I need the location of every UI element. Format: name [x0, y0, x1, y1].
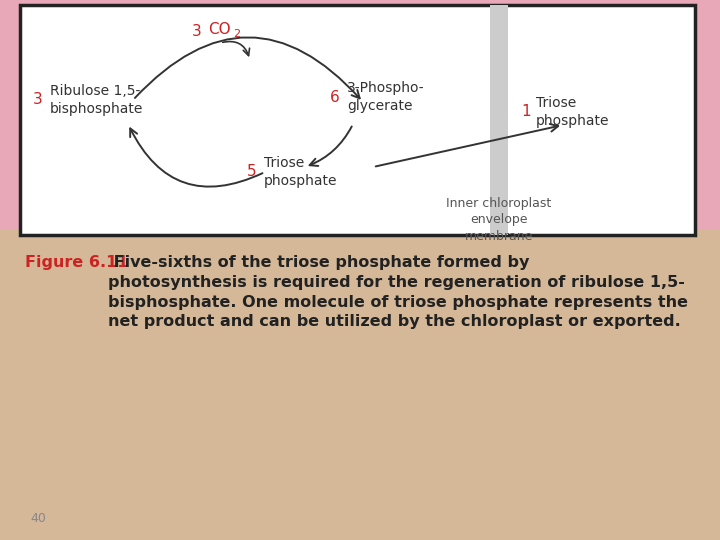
- Text: Triose
phosphate: Triose phosphate: [264, 156, 338, 188]
- Text: Five-sixths of the triose phosphate formed by
photosynthesis is required for the: Five-sixths of the triose phosphate form…: [108, 255, 688, 329]
- FancyArrowPatch shape: [376, 124, 558, 166]
- Text: 2: 2: [233, 29, 240, 39]
- Text: Triose
phosphate: Triose phosphate: [536, 96, 610, 128]
- Bar: [0, 0, 720, 230]
- Text: 3: 3: [192, 24, 202, 39]
- Text: Figure 6.11: Figure 6.11: [25, 255, 128, 270]
- Text: 40: 40: [30, 512, 46, 525]
- FancyArrowPatch shape: [135, 37, 360, 98]
- Text: Inner chloroplast
envelope
membrane: Inner chloroplast envelope membrane: [446, 197, 552, 244]
- FancyArrowPatch shape: [222, 42, 250, 56]
- Text: 5: 5: [247, 165, 256, 179]
- Bar: [0, 230, 720, 540]
- FancyArrowPatch shape: [130, 129, 263, 187]
- Text: CO: CO: [208, 22, 230, 37]
- Text: 1: 1: [521, 105, 531, 119]
- Text: 3-Phospho-
glycerate: 3-Phospho- glycerate: [347, 81, 425, 113]
- Text: 6: 6: [330, 90, 340, 105]
- Text: Ribulose 1,5-
bisphosphate: Ribulose 1,5- bisphosphate: [50, 84, 143, 116]
- Text: 3: 3: [33, 92, 42, 107]
- FancyArrowPatch shape: [310, 126, 352, 166]
- Bar: [20, 5, 695, 235]
- Bar: [490, 5, 508, 235]
